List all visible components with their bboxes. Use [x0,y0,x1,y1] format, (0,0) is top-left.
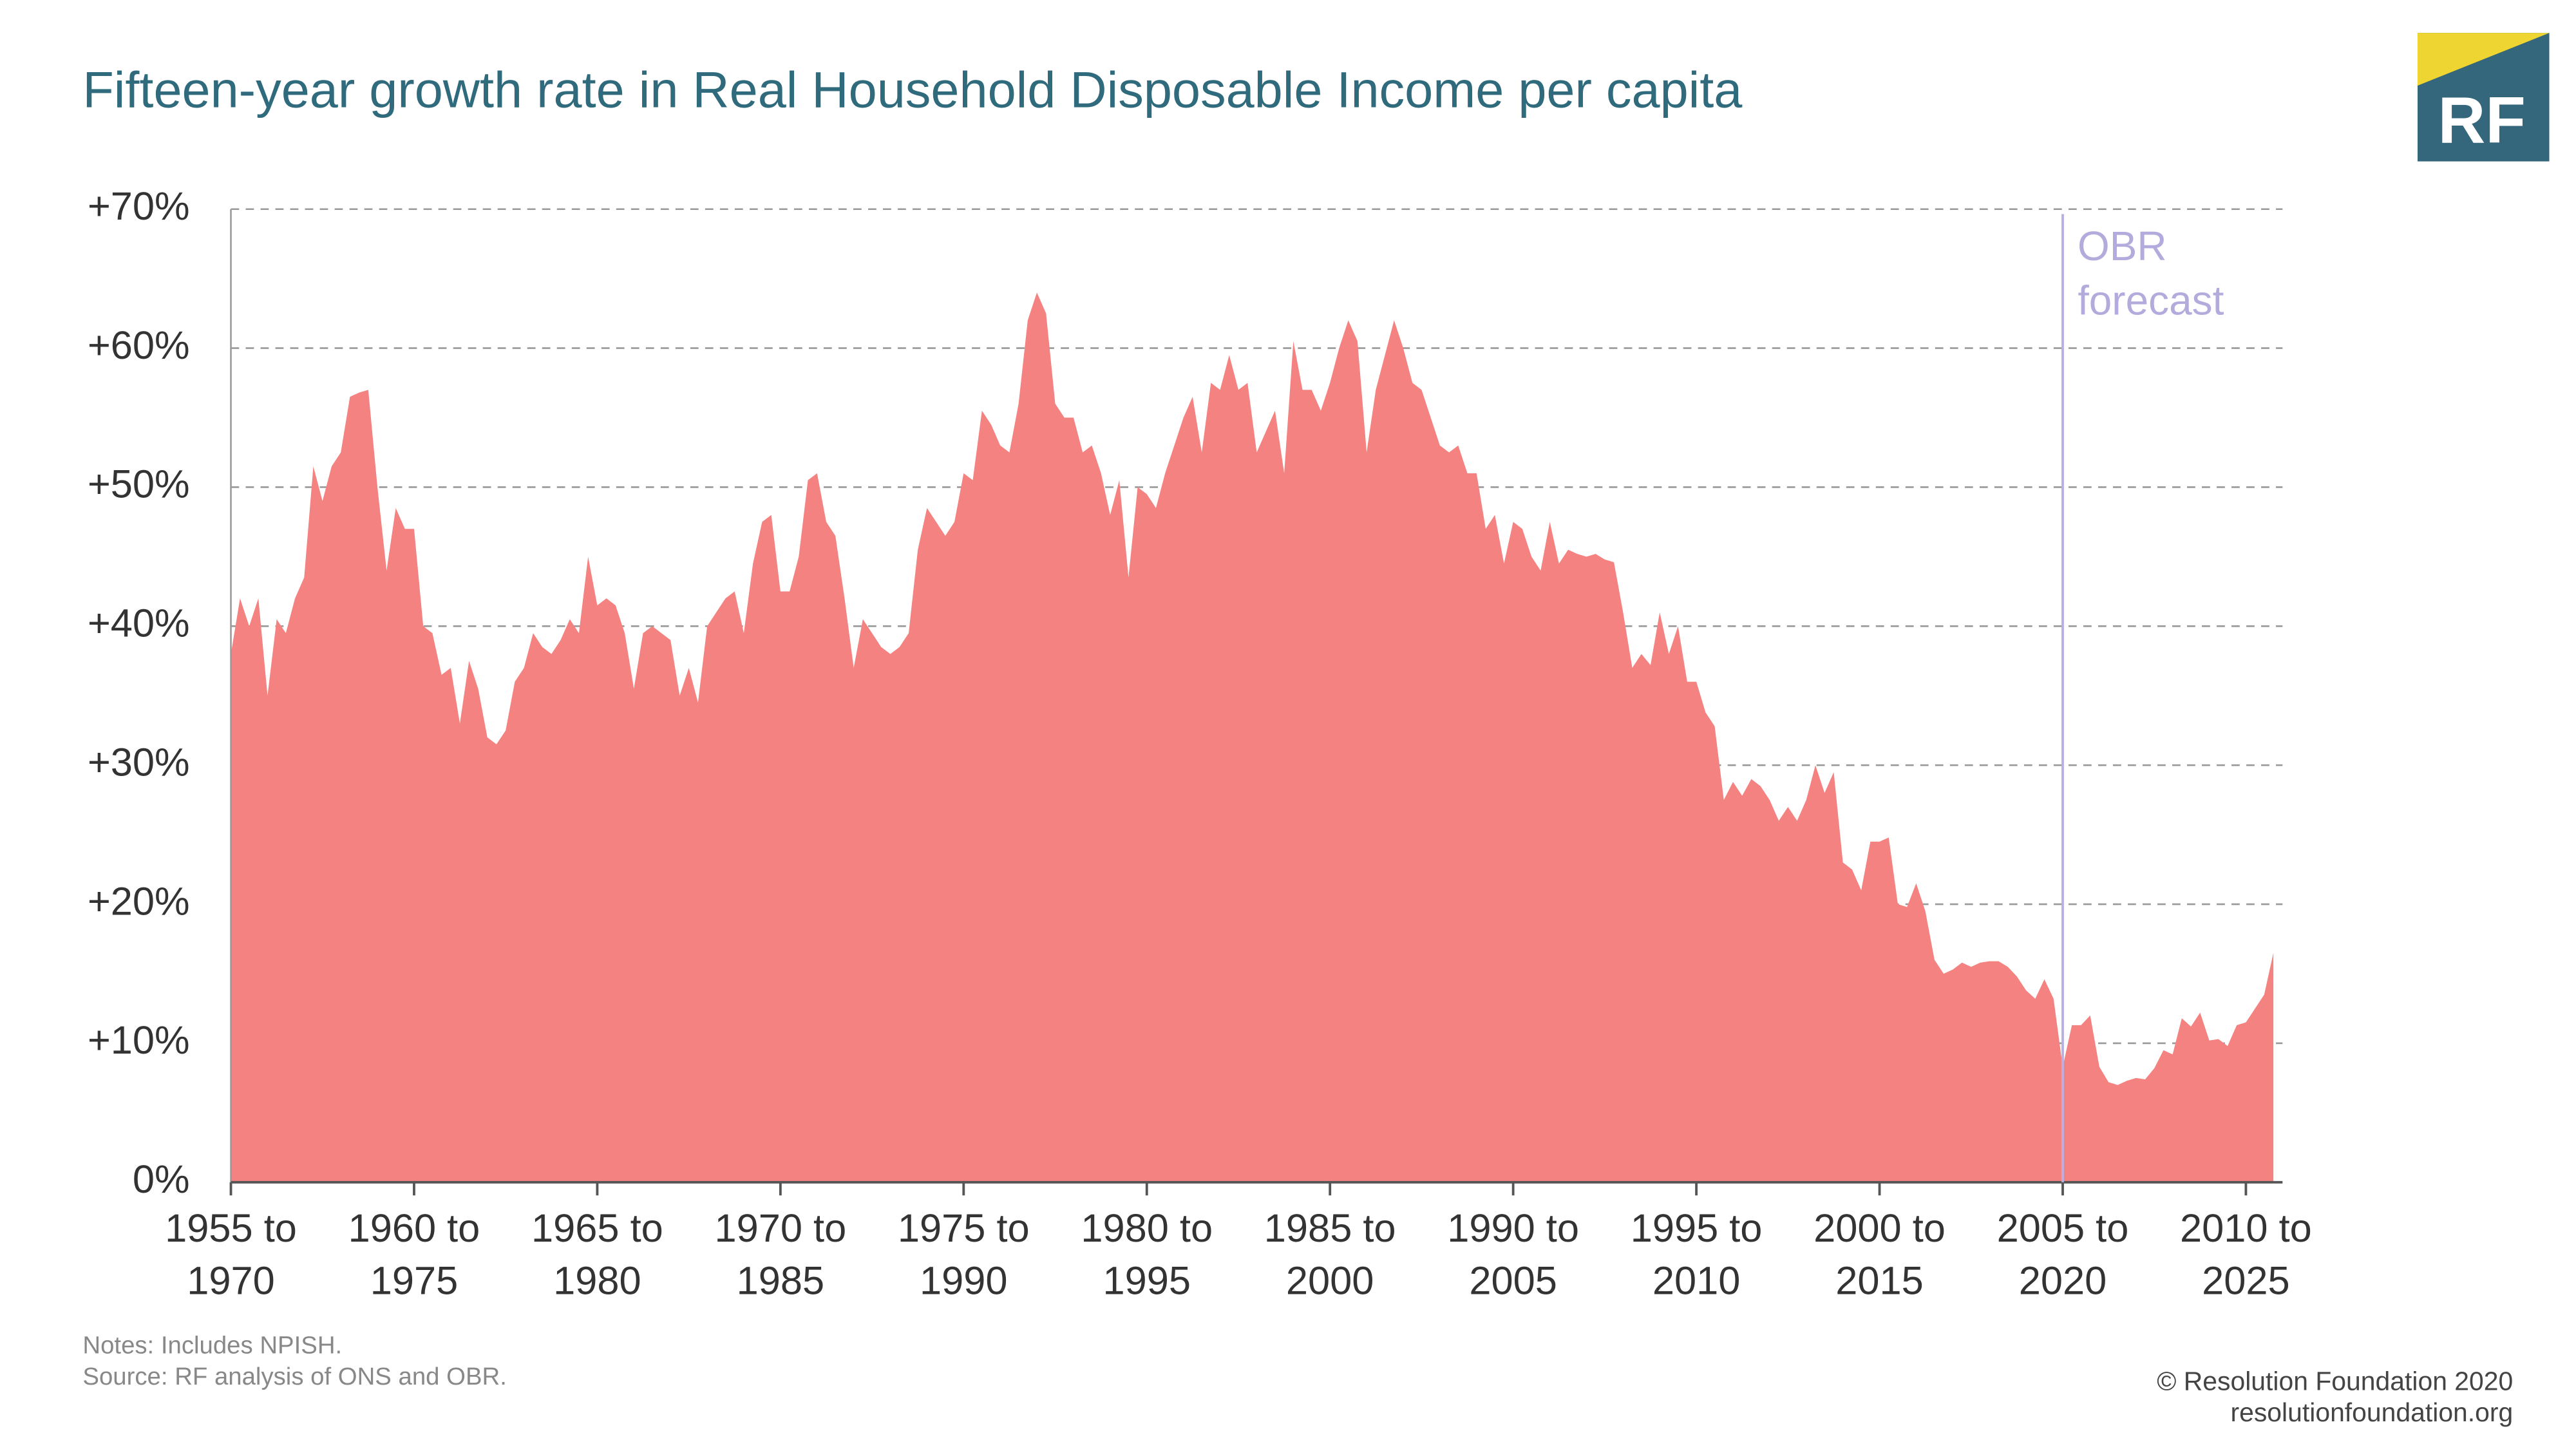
x-tick-label: 1975 to 1990 [897,1207,1030,1305]
annotation: OBR forecast [2077,223,2224,324]
x-tick-label: 2000 to 2015 [1814,1207,1946,1305]
website: resolutionfoundation.org [2231,1397,2514,1427]
x-tick-label-box: 1960 to 1975 [348,1207,480,1305]
x-tick-label-box: 2010 to 2025 [2180,1207,2312,1305]
y-tick-label: +10% [88,1018,190,1063]
x-tick-label: 1955 to 1970 [165,1207,297,1305]
x-tick-label: 1990 to 2005 [1447,1207,1579,1305]
y-tick-label: 0% [133,1157,190,1202]
x-tick-label: 1970 to 1985 [714,1207,847,1305]
annotation-box: OBR forecast [2077,223,2224,324]
notes: Notes: Includes NPISH. [82,1332,342,1359]
x-tick-label-box: 1955 to 1970 [165,1207,297,1305]
x-tick-label-box: 1990 to 2005 [1447,1207,1579,1305]
x-tick-label-box: 1995 to 2010 [1630,1207,1763,1305]
y-tick-label: +50% [88,462,190,507]
x-tick-label: 2010 to 2025 [2180,1207,2312,1305]
y-tick-label: +40% [88,601,190,646]
x-tick-label-box: 2000 to 2015 [1814,1207,1946,1305]
x-tick-label-box: 1980 to 1995 [1081,1207,1213,1305]
x-tick-label-box: 1985 to 2000 [1264,1207,1396,1305]
x-tick-label-box: 1970 to 1985 [714,1207,847,1305]
x-tick-label: 2005 to 2020 [1996,1207,2129,1305]
x-tick-label: 1985 to 2000 [1264,1207,1396,1305]
x-tick-label-box: 1965 to 1980 [531,1207,663,1305]
x-tick-label: 1980 to 1995 [1081,1207,1213,1305]
x-tick-label: 1995 to 2010 [1630,1207,1763,1305]
y-tick-label: +70% [88,184,190,229]
x-tick-label: 1965 to 1980 [531,1207,663,1305]
y-tick-label: +20% [88,879,190,923]
x-tick-label-box: 2005 to 2020 [1996,1207,2129,1305]
logo-text: RF [2438,82,2526,156]
source: Source: RF analysis of ONS and OBR. [82,1363,507,1390]
y-tick-label: +60% [88,323,190,368]
area [231,292,2274,1182]
copyright: © Resolution Foundation 2020 [2157,1367,2513,1396]
x-tick-label: 1960 to 1975 [348,1207,480,1305]
y-tick-label: +30% [88,740,190,784]
chart-title: Fifteen-year growth rate in Real Househo… [82,61,1743,118]
x-tick-label-box: 1975 to 1990 [897,1207,1030,1305]
